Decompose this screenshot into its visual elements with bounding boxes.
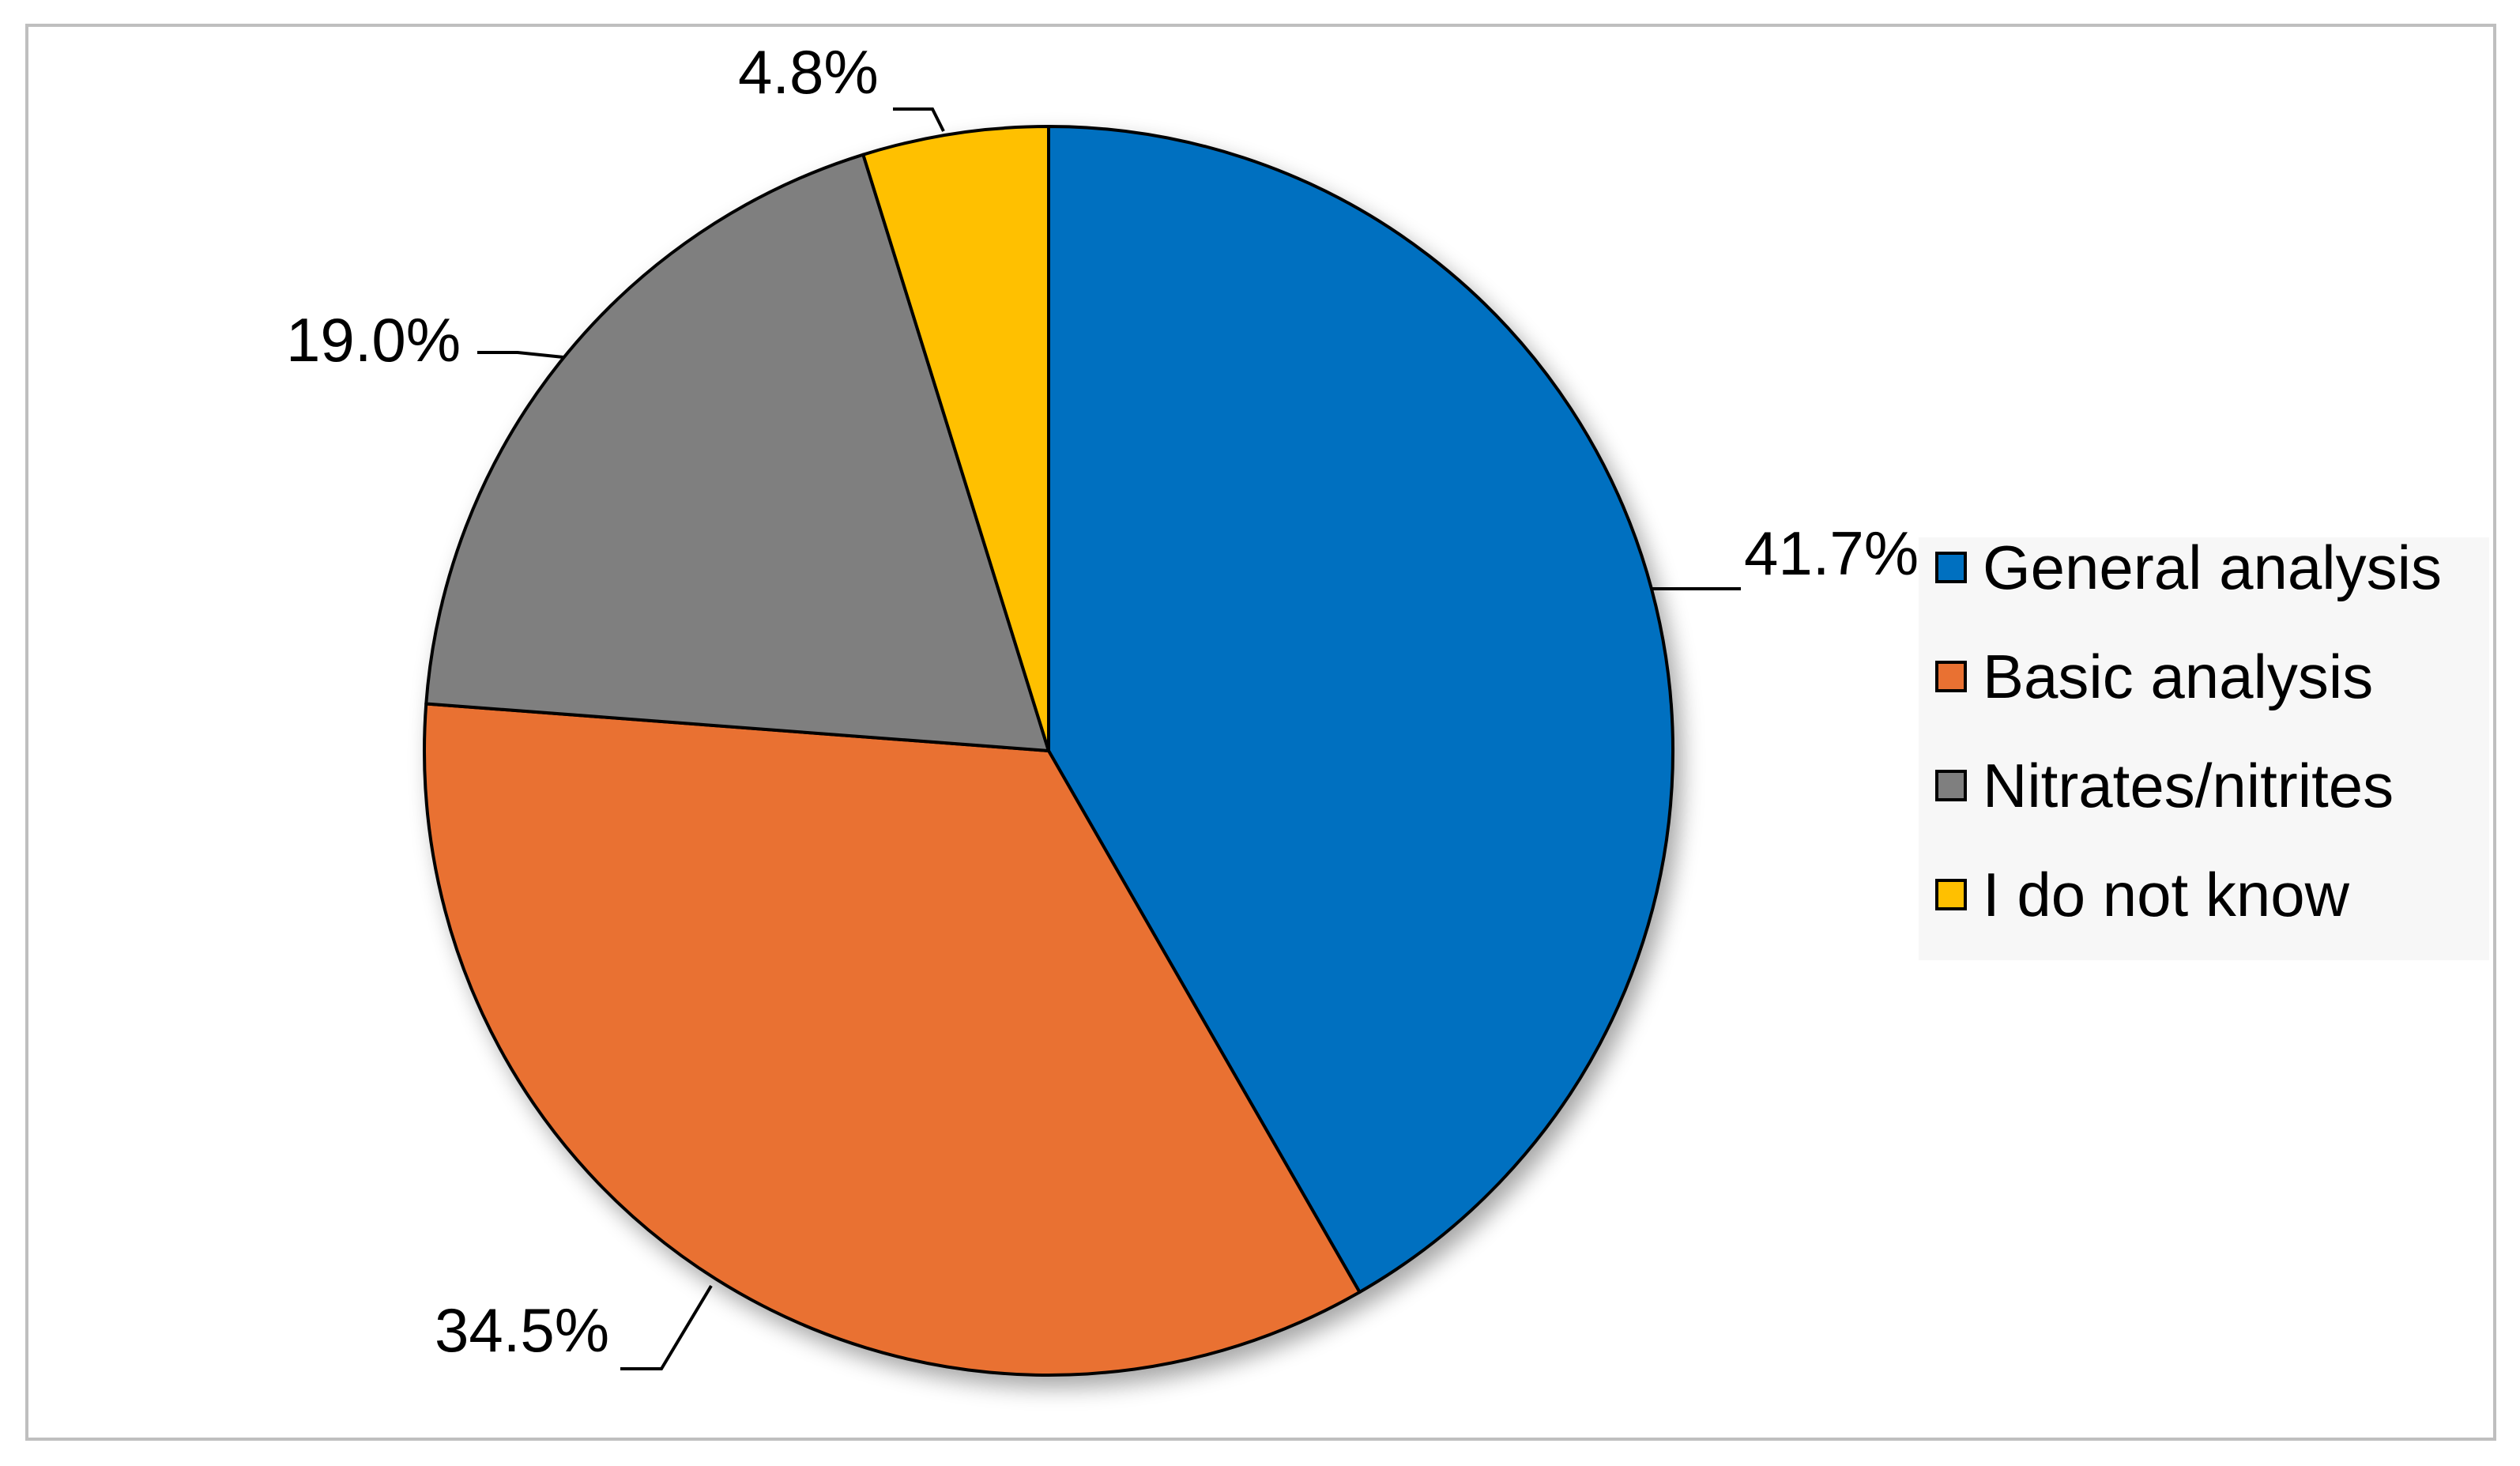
legend-swatch-i-do-not-know [1935,879,1967,910]
data-label-general-analysis: 41.7% [1744,518,1919,588]
legend-swatch-nitrates-nitrites [1935,770,1967,801]
legend-label-general-analysis: General analysis [1983,533,2442,602]
leader-lines [477,107,1741,1370]
pie-slice-basic-analysis [423,702,1362,1377]
legend-label-i-do-not-know: I do not know [1983,860,2350,929]
leader-line-nitrates-nitrites [477,351,564,359]
data-label-nitrates-nitrites: 19.0% [286,305,461,375]
legend-label-basic-analysis: Basic analysis [1983,642,2373,711]
data-labels: 41.7% 34.5% 19.0% 4.8% [286,37,1919,1365]
legend: General analysis Basic analysis Nitrates/n… [1919,533,2489,960]
leader-line-i-do-not-know [893,107,945,132]
pie-slice-nitrates-nitrites [424,153,1050,752]
legend-swatch-general-analysis [1935,552,1967,583]
data-label-i-do-not-know: 4.8% [738,37,879,107]
pie-slice-i-do-not-know [861,125,1050,752]
leader-line-basic-analysis [620,1284,713,1370]
legend-swatch-basic-analysis [1935,661,1967,692]
legend-label-nitrates-nitrites: Nitrates/nitrites [1983,751,2394,820]
legend-background [1919,537,2489,960]
data-label-basic-analysis: 34.5% [435,1295,609,1365]
pie-slices [423,125,1674,1377]
